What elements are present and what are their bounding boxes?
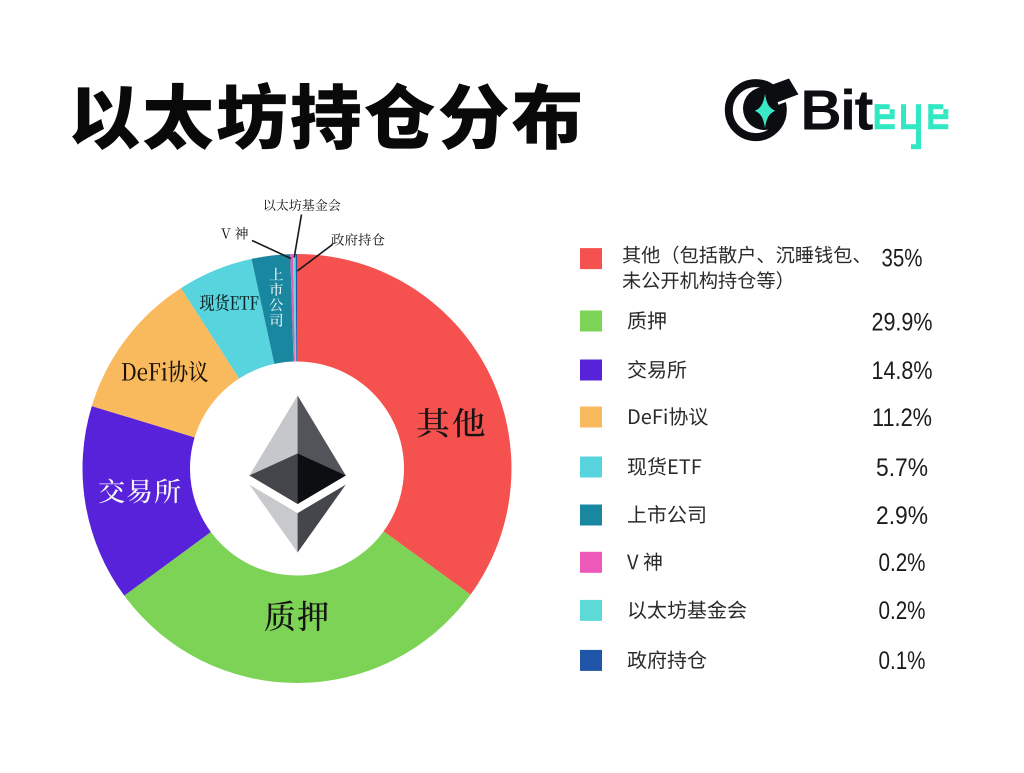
svg-text:11.2%: 11.2%	[872, 404, 932, 432]
svg-text:0.1%: 0.1%	[879, 647, 926, 675]
svg-text:5.7%: 5.7%	[876, 454, 928, 482]
svg-text:0.2%: 0.2%	[879, 597, 926, 625]
svg-text:2.9%: 2.9%	[876, 502, 928, 530]
svg-text:14.8%: 14.8%	[872, 357, 933, 385]
svg-text:29.9%: 29.9%	[872, 308, 933, 336]
svg-text:35%: 35%	[882, 244, 923, 272]
svg-text:0.2%: 0.2%	[879, 549, 926, 577]
svg-text:Bit: Bit	[801, 79, 874, 143]
